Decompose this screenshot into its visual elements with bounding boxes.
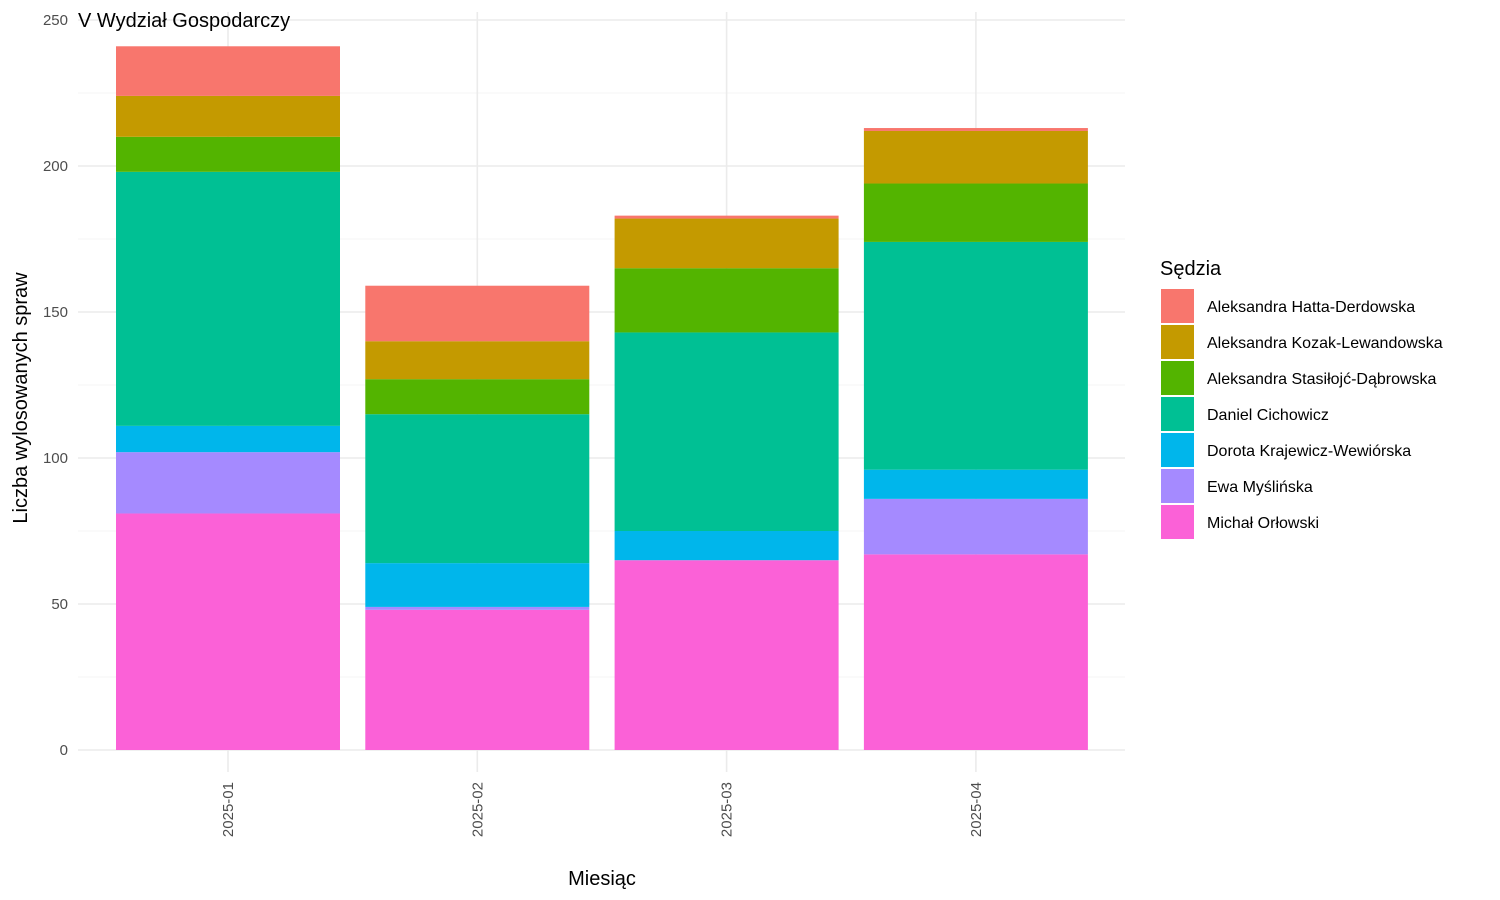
x-tick-label: 2025-01 xyxy=(220,782,237,837)
legend-swatch xyxy=(1161,361,1194,395)
bar-segment xyxy=(614,218,839,269)
bar-segment xyxy=(614,531,839,561)
legend-label: Michał Orłowski xyxy=(1207,515,1319,532)
bar-segment xyxy=(863,554,1088,750)
y-tick-label: 100 xyxy=(43,450,68,467)
legend-swatch xyxy=(1161,325,1194,359)
x-axis-title: Miesiąc xyxy=(568,868,636,890)
bar-segment xyxy=(365,563,590,607)
legend-label: Daniel Cichowicz xyxy=(1207,407,1329,424)
y-axis-ticks: 0 50 100 150 200 250 xyxy=(43,12,68,759)
bar-segment xyxy=(863,130,1088,184)
legend-label: Aleksandra Stasiłojć-Dąbrowska xyxy=(1207,371,1437,388)
legend-swatch xyxy=(1161,289,1194,323)
bar-segment xyxy=(116,425,340,453)
legend-label: Dorota Krajewicz-Wewiórska xyxy=(1207,443,1411,460)
bars xyxy=(116,46,1088,750)
bar-segment xyxy=(863,128,1088,131)
y-tick-label: 200 xyxy=(43,158,68,175)
bar-segment xyxy=(614,215,839,219)
bar-segment xyxy=(116,95,340,137)
y-tick-label: 150 xyxy=(43,304,68,321)
bar-segment xyxy=(614,268,839,333)
legend-swatch xyxy=(1161,397,1194,431)
legend-label: Aleksandra Hatta-Derdowska xyxy=(1207,299,1415,316)
y-tick-label: 50 xyxy=(51,596,68,613)
legend-label: Ewa Myślińska xyxy=(1207,479,1313,496)
y-tick-label: 250 xyxy=(43,12,68,29)
y-tick-label: 0 xyxy=(60,742,68,759)
legend: Sędzia Aleksandra Hatta-DerdowskaAleksan… xyxy=(1160,258,1443,539)
bar-segment xyxy=(365,606,590,610)
bar-segment xyxy=(365,341,590,380)
bar-segment xyxy=(365,285,590,342)
bar-segment xyxy=(116,513,340,750)
legend-swatch xyxy=(1161,469,1194,503)
bar-segment xyxy=(116,46,340,96)
legend-swatch xyxy=(1161,505,1194,539)
bar-segment xyxy=(863,241,1088,470)
chart-title: V Wydział Gospodarczy xyxy=(78,10,290,32)
x-tick-label: 2025-02 xyxy=(469,782,486,837)
bar-segment xyxy=(116,171,340,426)
x-axis-ticks: 2025-01 2025-02 2025-03 2025-04 xyxy=(220,782,985,837)
x-tick-label: 2025-03 xyxy=(719,782,736,837)
bar-segment xyxy=(365,414,590,564)
legend-swatch xyxy=(1161,433,1194,467)
legend-label: Aleksandra Kozak-Lewandowska xyxy=(1207,335,1443,352)
bar-segment xyxy=(863,183,1088,242)
bar-segment xyxy=(116,452,340,514)
bar-segment xyxy=(863,469,1088,499)
legend-items: Aleksandra Hatta-Derdowska Aleksandra Koz… xyxy=(1161,289,1443,539)
bar-segment xyxy=(116,136,340,172)
bar-segment xyxy=(614,560,839,750)
bar-segment xyxy=(365,609,590,750)
x-tick-label: 2025-04 xyxy=(968,782,985,837)
bar-segment xyxy=(365,379,590,415)
bar-segment xyxy=(863,498,1088,555)
bar-segment xyxy=(614,332,839,531)
y-axis-title: Liczba wylosowanych spraw xyxy=(10,272,32,524)
legend-title: Sędzia xyxy=(1160,258,1222,280)
